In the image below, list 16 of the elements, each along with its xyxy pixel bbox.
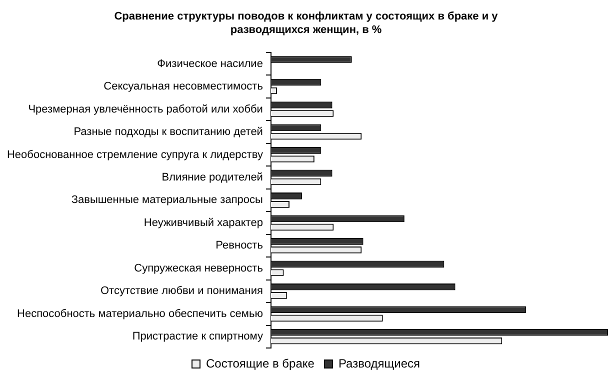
chart-title: Сравнение структуры поводов к конфликтам у состоящих в браке и у разводящихся женщин, в % — [114, 10, 499, 36]
y-tick-label: Сексуальная несовместимость — [104, 80, 264, 93]
y-tick-label: Физическое насилие — [157, 58, 263, 70]
legend-label: Состоящие в браке — [206, 356, 315, 370]
y-tick-label: Влияние родителей — [162, 171, 263, 184]
y-tick-label: Ревность — [216, 240, 264, 252]
y-tick-label: Супружеская неверность — [134, 262, 264, 274]
y-tick-label: Пристрастие к спиртному — [132, 330, 264, 343]
y-tick-label: Разные подходы к воспитанию детей — [74, 126, 263, 138]
y-tick-label: Отсутствие любви и понимания — [100, 285, 263, 298]
y-tick-label: Завышенные материальные запросы — [71, 194, 264, 206]
y-tick-label: Неуживчивый характер — [144, 216, 263, 229]
y-tick-label: Неспособность материально обеспечить семью — [17, 308, 263, 320]
legend-label: Разводящиеся — [338, 356, 420, 370]
y-tick-label: Чрезмерная увлечённость работой или хобби — [28, 103, 263, 116]
y-tick-label: Необоснованное стремление супруга к лидерству — [6, 148, 264, 161]
